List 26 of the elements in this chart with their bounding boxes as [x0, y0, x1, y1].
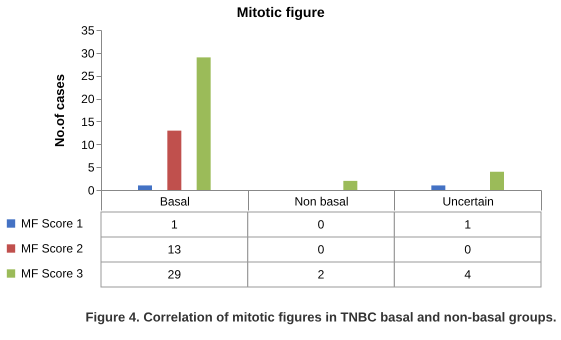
y-tick-label: 35: [81, 24, 95, 38]
data-label: 2: [318, 268, 325, 282]
data-label: 13: [168, 242, 182, 256]
data-label: 0: [318, 242, 325, 256]
y-tick-label: 10: [81, 138, 95, 152]
data-label: 29: [168, 268, 182, 282]
data-label: 4: [464, 268, 472, 282]
data-label: 1: [170, 218, 178, 232]
y-axis-title: No.of cases: [52, 74, 68, 147]
x-tick-label: Non basal: [294, 194, 349, 208]
caption: Figure 4. Correlation of mitotic figures in TNBC basal and non-basal groups.: [86, 310, 556, 324]
x-tick-label: Basal: [160, 194, 190, 208]
data-label: 0: [318, 218, 325, 232]
legend-label: MF Score 1: [21, 216, 84, 230]
y-tick-label: 15: [81, 114, 95, 129]
data-label: 1: [464, 218, 472, 232]
data-label: 0: [464, 242, 472, 256]
y-tick-label: 5: [88, 160, 95, 175]
y-tick-label: 25: [81, 69, 95, 84]
chart-title: Mitotic figure: [236, 4, 325, 20]
y-tick-label: 0: [88, 184, 95, 198]
y-tick-label: 30: [81, 46, 95, 60]
y-tick-label: 20: [81, 92, 95, 106]
x-tick-label: Uncertain: [442, 194, 494, 208]
legend-label: MF Score 3: [21, 266, 84, 280]
legend-label: MF Score 2: [21, 242, 84, 256]
